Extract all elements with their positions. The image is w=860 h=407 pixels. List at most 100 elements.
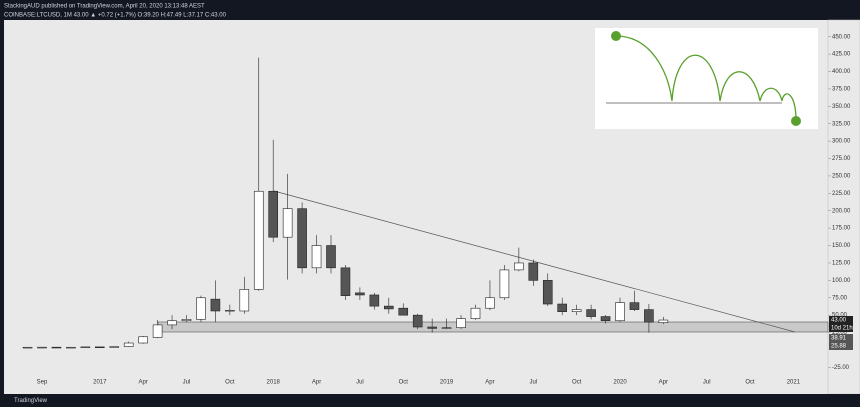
x-tick-label: 2019	[440, 380, 454, 386]
y-tick-label: 275.00	[832, 156, 851, 162]
x-tick-label: Apr	[312, 380, 321, 386]
candle-body	[644, 309, 654, 323]
y-tick-label: 75.00	[832, 295, 848, 301]
candle-body	[470, 307, 481, 319]
x-tick-label: Apr	[485, 380, 494, 386]
candle-body	[225, 309, 235, 312]
candle-body	[167, 320, 177, 326]
x-tick-label: 2017	[93, 380, 107, 386]
x-tick-label: Apr	[138, 380, 147, 386]
price-tag: 10d 21h	[831, 326, 853, 332]
inset-dot	[611, 31, 621, 41]
y-tick-label: -25.00	[832, 365, 850, 371]
candle-body	[326, 245, 336, 269]
x-tick-label: Oct	[745, 380, 755, 386]
candle-body	[340, 267, 351, 296]
x-tick-label: 2020	[613, 380, 627, 386]
support-zone	[157, 321, 829, 333]
y-tick-label: 175.00	[832, 226, 851, 232]
x-tick-label: Sep	[37, 380, 48, 386]
candle-body	[253, 190, 264, 290]
trend-line	[273, 190, 796, 333]
inset-dot	[791, 116, 801, 126]
candle-body	[412, 314, 423, 328]
candle-body	[514, 262, 524, 271]
candle-body	[528, 262, 539, 281]
candle-body	[210, 298, 221, 312]
x-tick-label: Jul	[703, 380, 711, 386]
price-tag-box	[829, 324, 853, 332]
candle-body	[66, 346, 76, 349]
x-tick-label: Jul	[183, 380, 191, 386]
y-tick-label: 50.00	[832, 313, 848, 319]
candle-body	[152, 324, 163, 338]
y-tick-label: 100.00	[832, 278, 851, 284]
y-tick-label: 375.00	[832, 86, 851, 92]
candle-body	[138, 336, 148, 344]
candle-body	[37, 346, 47, 349]
candle-body	[629, 302, 640, 310]
candle-body	[123, 342, 134, 347]
y-tick-label: 125.00	[832, 261, 851, 267]
price-tag: 38.91	[831, 336, 847, 342]
footer-logo: TradingView	[14, 398, 48, 404]
candle-body	[383, 305, 394, 310]
candle-body	[268, 190, 279, 238]
x-tick-label: Oct	[399, 380, 409, 386]
x-tick-label: Oct	[225, 380, 235, 386]
y-tick-label: 350.00	[832, 104, 851, 110]
x-tick-label: 2021	[787, 380, 801, 386]
candle-body	[557, 303, 568, 312]
price-tag: 25.88	[831, 344, 847, 350]
header-bar	[0, 0, 860, 20]
candle-body	[369, 294, 380, 307]
candle-body	[571, 309, 582, 312]
y-tick-label: 450.00	[832, 34, 851, 40]
chart-title: StackingAUD published on TradingView.com…	[4, 4, 205, 10]
candle-body	[181, 319, 192, 322]
y-tick-label: 25.00	[832, 330, 848, 336]
candle-body	[600, 316, 611, 322]
y-tick-label: 225.00	[832, 191, 851, 197]
candle-body	[398, 307, 409, 316]
candle-body	[441, 327, 452, 329]
price-tag: 43.00	[831, 318, 847, 324]
candle-body	[456, 318, 466, 328]
candle-body	[239, 289, 250, 312]
candle-body	[51, 346, 62, 349]
x-tick-label: Oct	[572, 380, 582, 386]
x-tick-label: Jul	[529, 380, 537, 386]
inset-panel	[595, 28, 818, 129]
y-tick-label: 300.00	[832, 139, 851, 145]
candle-body	[615, 302, 625, 322]
candle-body	[355, 292, 365, 296]
y-tick-label: 250.00	[832, 174, 851, 180]
candle-body	[80, 346, 91, 349]
candle-body	[427, 326, 437, 329]
x-tick-label: Apr	[659, 380, 668, 386]
candle-body	[22, 346, 33, 349]
x-tick-label: Jul	[356, 380, 364, 386]
y-tick-label: 325.00	[832, 121, 851, 127]
price-tag-box	[829, 316, 853, 324]
y-tick-label: 425.00	[832, 52, 851, 58]
candle-body	[485, 297, 495, 309]
candle-body	[196, 297, 206, 320]
footer-bar	[0, 394, 860, 407]
candle-body	[499, 269, 510, 299]
candle-body	[297, 208, 307, 269]
price-tag-box	[829, 334, 853, 342]
chart-subtitle: COINBASE:LTCUSD, 1M 43.00 ▲ +0.72 (+1.7%…	[4, 13, 227, 19]
candle-body	[311, 245, 322, 269]
candle-body	[586, 309, 596, 317]
x-tick-label: 2018	[267, 380, 281, 386]
candle-body	[282, 208, 293, 238]
candle-body	[542, 280, 553, 305]
candle-body	[95, 346, 105, 349]
price-tag-box	[829, 342, 853, 350]
y-tick-label: 200.00	[832, 208, 851, 214]
y-tick-label: 150.00	[832, 243, 851, 249]
candle-body	[658, 319, 669, 323]
candle-body	[109, 346, 120, 348]
